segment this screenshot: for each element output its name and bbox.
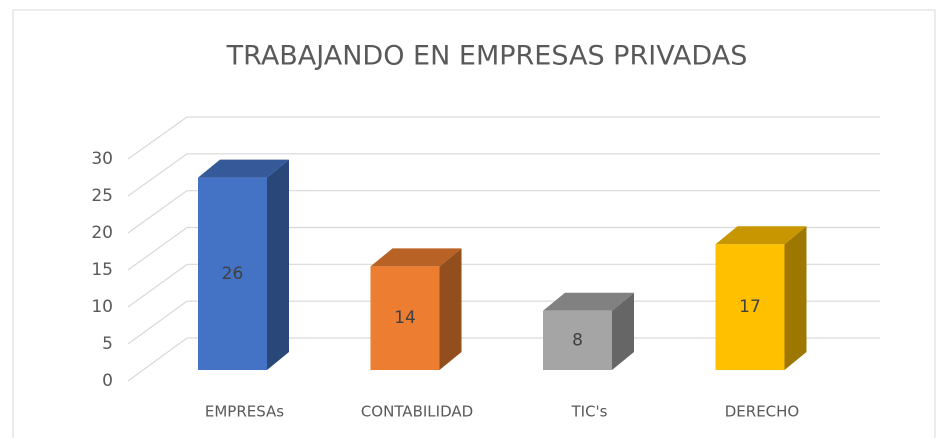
bar-top xyxy=(715,226,807,245)
bar xyxy=(715,244,785,370)
grid-line xyxy=(127,227,188,271)
bar-top xyxy=(543,292,634,311)
bar xyxy=(370,266,440,370)
grid-line xyxy=(127,116,188,160)
y-tick-label: 5 xyxy=(102,334,113,354)
grid-line xyxy=(127,263,188,308)
x-tick-label: TIC's xyxy=(571,403,608,421)
y-tick-label: 15 xyxy=(91,260,113,280)
chart-title: TRABAJANDO EN EMPRESAS PRIVADAS xyxy=(226,41,748,72)
chart-border xyxy=(12,9,936,438)
grid-line xyxy=(127,300,188,345)
x-tick-label: EMPRESAs xyxy=(205,403,284,421)
bar-top xyxy=(370,248,462,267)
bar xyxy=(198,177,267,370)
grid-line xyxy=(127,190,188,234)
data-label: 26 xyxy=(222,264,244,284)
grid-line xyxy=(127,153,188,197)
bar xyxy=(543,310,612,370)
bar-side xyxy=(612,292,634,370)
y-tick-label: 25 xyxy=(91,186,113,206)
y-tick-label: 20 xyxy=(91,223,113,243)
bar-side xyxy=(784,226,807,370)
data-label: 17 xyxy=(739,297,761,317)
data-label: 14 xyxy=(394,308,416,328)
y-tick-label: 0 xyxy=(102,371,113,391)
grid-line xyxy=(127,337,188,382)
data-label: 8 xyxy=(572,330,583,350)
bar-side xyxy=(267,159,289,370)
y-tick-label: 30 xyxy=(91,149,113,169)
x-tick-label: CONTABILIDAD xyxy=(361,403,473,421)
x-tick-label: DERECHO xyxy=(725,403,800,421)
y-tick-label: 10 xyxy=(91,297,113,317)
bar-side xyxy=(439,248,462,370)
bar-top xyxy=(198,159,289,178)
